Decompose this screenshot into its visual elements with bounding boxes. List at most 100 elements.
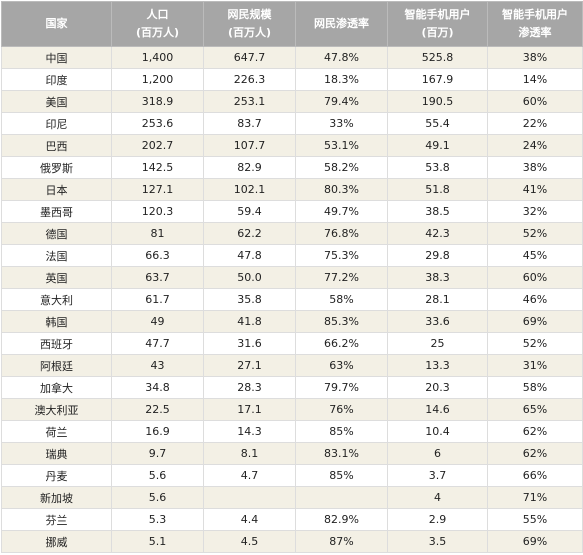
table-row: 阿根廷 43 27.1 63% 13.3 31% [1, 354, 583, 377]
value-cell: 60% [487, 266, 583, 289]
value-cell: 47.8% [295, 46, 388, 69]
country-cell: 德国 [1, 222, 112, 245]
value-cell: 85% [295, 420, 388, 443]
country-cell: 法国 [1, 244, 112, 267]
value-cell: 14.3 [203, 420, 296, 443]
value-cell: 120.3 [111, 200, 204, 223]
value-cell: 42.3 [387, 222, 488, 245]
value-cell: 5.6 [111, 464, 204, 487]
value-cell: 190.5 [387, 90, 488, 113]
value-cell: 525.8 [387, 46, 488, 69]
value-cell: 66.2% [295, 332, 388, 355]
value-cell: 77.2% [295, 266, 388, 289]
value-cell: 62% [487, 420, 583, 443]
country-cell: 日本 [1, 178, 112, 201]
value-cell: 66.3 [111, 244, 204, 267]
value-cell: 4 [387, 486, 488, 509]
value-cell: 2.9 [387, 508, 488, 531]
table-row: 意大利 61.7 35.8 58% 28.1 46% [1, 288, 583, 311]
value-cell: 53.8 [387, 156, 488, 179]
value-cell: 87% [295, 530, 388, 553]
value-cell: 41% [487, 178, 583, 201]
header-cell: 智能手机用户 (百万) [387, 1, 488, 47]
table-row: 日本 127.1 102.1 80.3% 51.8 41% [1, 178, 583, 201]
header-row: 国家 人口 (百万人) 网民规模 (百万人) 网民渗透率 智能手机用户 (百万) 智能手机用户渗… [1, 1, 583, 47]
value-cell: 43 [111, 354, 204, 377]
value-cell: 18.3% [295, 68, 388, 91]
value-cell: 79.4% [295, 90, 388, 113]
table-row: 挪威 5.1 4.5 87% 3.5 69% [1, 530, 583, 553]
table-row: 墨西哥 120.3 59.4 49.7% 38.5 32% [1, 200, 583, 223]
value-cell: 79.7% [295, 376, 388, 399]
value-cell: 31.6 [203, 332, 296, 355]
country-cell: 美国 [1, 90, 112, 113]
header-text: 智能手机用户 [404, 8, 471, 21]
value-cell: 82.9 [203, 156, 296, 179]
value-cell: 51.8 [387, 178, 488, 201]
value-cell: 253.1 [203, 90, 296, 113]
value-cell: 32% [487, 200, 583, 223]
value-cell: 5.1 [111, 530, 204, 553]
value-cell: 85.3% [295, 310, 388, 333]
value-cell: 16.9 [111, 420, 204, 443]
value-cell: 24% [487, 134, 583, 157]
value-cell: 5.6 [111, 486, 204, 509]
table-body: 中国 1,400 647.7 47.8% 525.8 38% 印度 1,200 226.3 18.… [1, 46, 583, 553]
table-row: 美国 318.9 253.1 79.4% 190.5 60% [1, 90, 583, 113]
value-cell [203, 486, 296, 509]
country-cell: 墨西哥 [1, 200, 112, 223]
value-cell: 58% [487, 376, 583, 399]
value-cell: 76% [295, 398, 388, 421]
value-cell: 3.5 [387, 530, 488, 553]
header-text: (百万人) [227, 26, 272, 39]
header-text: (百万) [421, 26, 454, 39]
value-cell: 80.3% [295, 178, 388, 201]
value-cell: 31% [487, 354, 583, 377]
value-cell: 1,200 [111, 68, 204, 91]
value-cell: 69% [487, 530, 583, 553]
value-cell: 85% [295, 464, 388, 487]
value-cell: 4.7 [203, 464, 296, 487]
value-cell: 167.9 [387, 68, 488, 91]
header-cell: 网民规模 (百万人) [203, 1, 296, 47]
header-text: 人口 [146, 8, 169, 21]
value-cell: 29.8 [387, 244, 488, 267]
value-cell: 17.1 [203, 398, 296, 421]
value-cell: 202.7 [111, 134, 204, 157]
value-cell: 53.1% [295, 134, 388, 157]
value-cell: 22% [487, 112, 583, 135]
country-cell: 意大利 [1, 288, 112, 311]
value-cell: 46% [487, 288, 583, 311]
header-text: 智能手机用户 [502, 8, 568, 21]
value-cell: 61.7 [111, 288, 204, 311]
country-cell: 阿根廷 [1, 354, 112, 377]
value-cell: 49.1 [387, 134, 488, 157]
value-cell: 35.8 [203, 288, 296, 311]
header-cell: 人口 (百万人) [111, 1, 204, 47]
value-cell: 3.7 [387, 464, 488, 487]
table-row: 西班牙 47.7 31.6 66.2% 25 52% [1, 332, 583, 355]
value-cell: 33.6 [387, 310, 488, 333]
value-cell: 60% [487, 90, 583, 113]
value-cell: 50.0 [203, 266, 296, 289]
value-cell: 63.7 [111, 266, 204, 289]
value-cell: 49 [111, 310, 204, 333]
value-cell: 66% [487, 464, 583, 487]
value-cell: 25 [387, 332, 488, 355]
header-text: 网民规模 [227, 8, 272, 21]
value-cell: 62% [487, 442, 583, 465]
value-cell: 38.3 [387, 266, 488, 289]
header-cell: 网民渗透率 [295, 1, 388, 47]
value-cell [295, 486, 388, 509]
value-cell: 81 [111, 222, 204, 245]
value-cell: 6 [387, 442, 488, 465]
header-cell: 智能手机用户 渗透率 [487, 1, 583, 47]
country-cell: 芬兰 [1, 508, 112, 531]
country-cell: 挪威 [1, 530, 112, 553]
value-cell: 45% [487, 244, 583, 267]
value-cell: 52% [487, 222, 583, 245]
value-cell: 5.3 [111, 508, 204, 531]
value-cell: 20.3 [387, 376, 488, 399]
value-cell: 58% [295, 288, 388, 311]
